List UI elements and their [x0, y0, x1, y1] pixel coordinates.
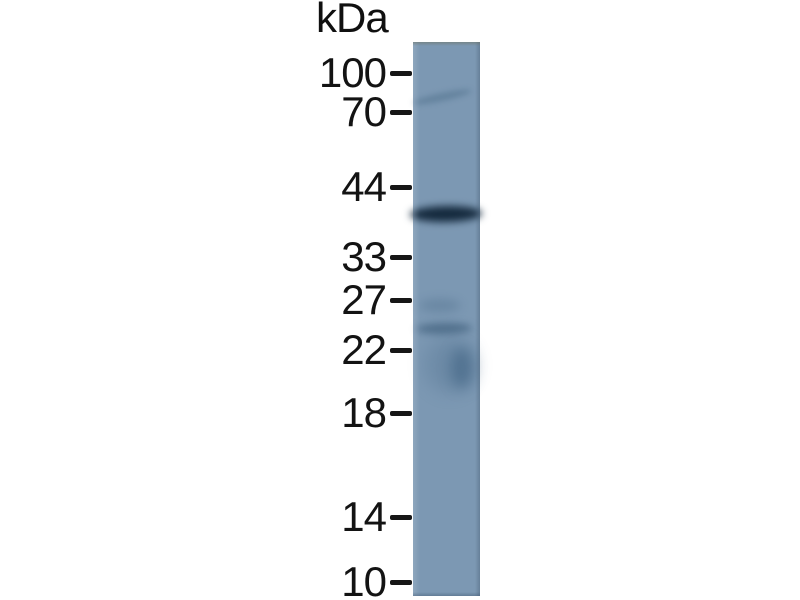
faint-band-26kda	[419, 298, 461, 312]
ladder-marker-44kda: 44	[0, 161, 412, 213]
marker-tick	[390, 254, 412, 260]
marker-label: 18	[341, 389, 387, 436]
marker-tick	[390, 70, 412, 76]
faint-band-75kda	[411, 86, 473, 108]
marker-tick	[390, 410, 412, 416]
marker-tick	[390, 579, 412, 585]
ladder-marker-22kda: 22	[0, 324, 412, 376]
marker-label: 22	[341, 326, 387, 373]
ladder-marker-27kda: 27	[0, 274, 412, 326]
marker-tick	[390, 514, 412, 520]
marker-label: 100	[318, 49, 387, 96]
ladder-marker-70kda: 70	[0, 86, 412, 138]
marker-tick	[390, 297, 412, 303]
marker-label: 70	[341, 88, 387, 135]
marker-tick	[390, 184, 412, 190]
blot-lane	[409, 42, 483, 596]
marker-label: 14	[341, 493, 387, 540]
ladder-marker-10kda: 10	[0, 556, 412, 600]
marker-label: 44	[341, 163, 387, 210]
ladder-marker-18kda: 18	[0, 387, 412, 439]
ladder-marker-14kda: 14	[0, 491, 412, 543]
smear-core-19kda	[451, 347, 473, 389]
ladder-marker-100kda: 100	[0, 47, 412, 99]
marker-tick	[390, 109, 412, 115]
band-23kda	[415, 322, 473, 334]
marker-tick	[390, 347, 412, 353]
marker-label: 33	[341, 233, 387, 280]
marker-label: 10	[341, 558, 387, 600]
main-band-38kda	[409, 205, 483, 223]
kda-unit-label: kDa	[316, 0, 389, 41]
marker-label: 27	[341, 276, 387, 323]
ladder-marker-33kda: 33	[0, 231, 412, 283]
